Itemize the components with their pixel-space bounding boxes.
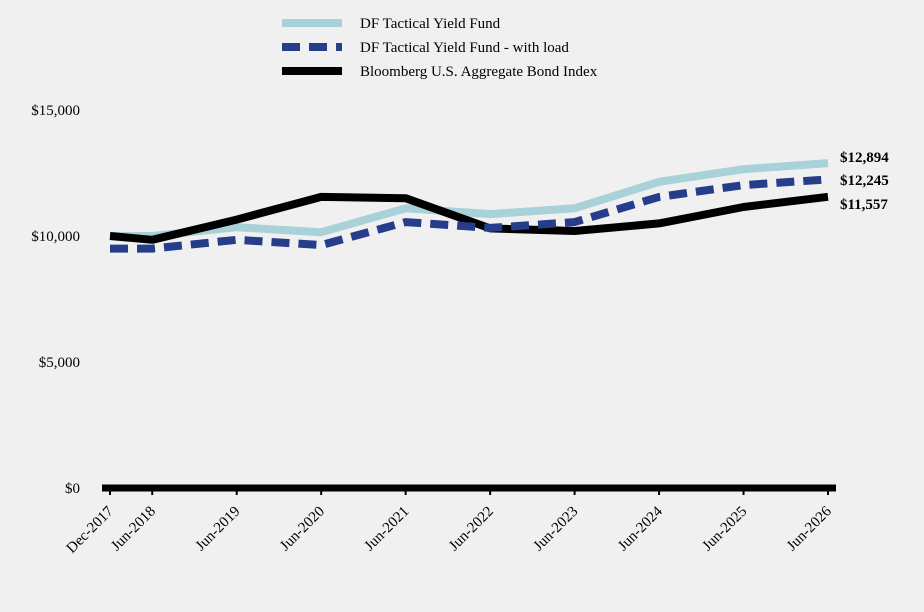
y-tick-label: $10,000 xyxy=(31,229,80,245)
series-layer xyxy=(109,159,829,253)
x-tick-label: Jun-2022 xyxy=(446,504,497,555)
x-tick-label: Jun-2018 xyxy=(108,504,159,555)
series-line-df-tactical-yield-fund-with-load xyxy=(110,175,829,253)
y-tick-label: $5,000 xyxy=(39,355,80,371)
y-tick-label: $15,000 xyxy=(31,103,80,119)
x-tick-label: Dec-2017 xyxy=(64,503,117,556)
legend: DF Tactical Yield Fund DF Tactical Yield … xyxy=(282,16,598,80)
x-tick-label: Jun-2023 xyxy=(531,504,582,555)
y-axis: $0 $5,000 $10,000 $15,000 xyxy=(31,103,80,497)
end-value-label-bloomberg-u-s-aggregate-bond-index: $11,557 xyxy=(840,197,888,213)
end-value-label-df-tactical-yield-fund-with-load: $12,245 xyxy=(840,173,889,189)
x-tick-label: Jun-2025 xyxy=(700,504,751,555)
end-value-label-df-tactical-yield-fund: $12,894 xyxy=(840,150,889,166)
series-line-bloomberg-u-s-aggregate-bond-index xyxy=(109,192,829,244)
x-tick-label: Jun-2021 xyxy=(362,504,413,555)
x-tick-label: Jun-2024 xyxy=(615,503,666,554)
legend-label-df-tactical-yield-fund: DF Tactical Yield Fund xyxy=(360,16,501,32)
x-tick-label: Jun-2020 xyxy=(277,504,328,555)
legend-label-df-tactical-yield-fund-with-load: DF Tactical Yield Fund - with load xyxy=(360,40,569,56)
y-tick-label: $0 xyxy=(65,481,80,497)
x-tick-label: Jun-2019 xyxy=(193,504,244,555)
x-tick-label: Jun-2026 xyxy=(784,503,835,554)
legend-label-bloomberg-u-s-aggregate-bond-index: Bloomberg U.S. Aggregate Bond Index xyxy=(360,64,598,80)
end-labels: $12,894 $12,245 $11,557 xyxy=(840,150,889,213)
